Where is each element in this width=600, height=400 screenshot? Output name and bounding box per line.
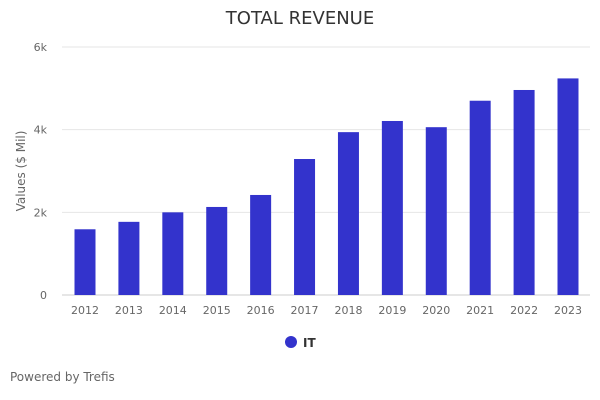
bar-2014[interactable] <box>162 212 184 295</box>
x-tick-label: 2020 <box>422 304 450 317</box>
bar-2022[interactable] <box>513 89 535 295</box>
legend-label-it[interactable]: IT <box>303 336 316 350</box>
bar-2013[interactable] <box>118 221 140 295</box>
x-tick-label: 2022 <box>510 304 538 317</box>
x-tick-label: 2014 <box>159 304 187 317</box>
grid-layer <box>62 46 590 296</box>
x-tick-labels: 2012 2013 2014 2015 2016 2017 2018 2019 2020 2021… <box>71 304 582 317</box>
x-tick-label: 2015 <box>203 304 231 317</box>
bar-2020[interactable] <box>425 127 447 295</box>
x-tick-label: 2021 <box>466 304 494 317</box>
bar-2021[interactable] <box>469 100 491 295</box>
y-tick-label: 2k <box>34 206 48 219</box>
legend[interactable]: IT <box>285 336 316 350</box>
bar-2016[interactable] <box>250 194 272 295</box>
legend-marker-it[interactable] <box>285 336 297 348</box>
y-tick-label: 6k <box>34 41 48 54</box>
y-tick-labels: 0 2k 4k 6k <box>34 41 48 302</box>
x-tick-label: 2018 <box>334 304 362 317</box>
powered-by-credit[interactable]: Powered by Trefis <box>10 370 115 384</box>
x-tick-label: 2017 <box>291 304 319 317</box>
y-tick-label: 4k <box>34 124 48 137</box>
y-axis-title: Values ($ Mil) <box>14 131 28 212</box>
bar-2012[interactable] <box>74 229 96 295</box>
chart-title: TOTAL REVENUE <box>225 8 374 29</box>
bar-2015[interactable] <box>206 206 228 295</box>
y-tick-label: 0 <box>40 289 47 302</box>
x-tick-label: 2019 <box>378 304 406 317</box>
x-tick-label: 2013 <box>115 304 143 317</box>
bar-series-it <box>74 78 579 295</box>
x-tick-label: 2016 <box>247 304 275 317</box>
bar-2019[interactable] <box>381 120 403 295</box>
bar-2017[interactable] <box>294 159 316 295</box>
x-tick-label: 2023 <box>554 304 582 317</box>
bar-2023[interactable] <box>557 78 579 295</box>
bar-2018[interactable] <box>337 132 359 295</box>
x-tick-label: 2012 <box>71 304 99 317</box>
